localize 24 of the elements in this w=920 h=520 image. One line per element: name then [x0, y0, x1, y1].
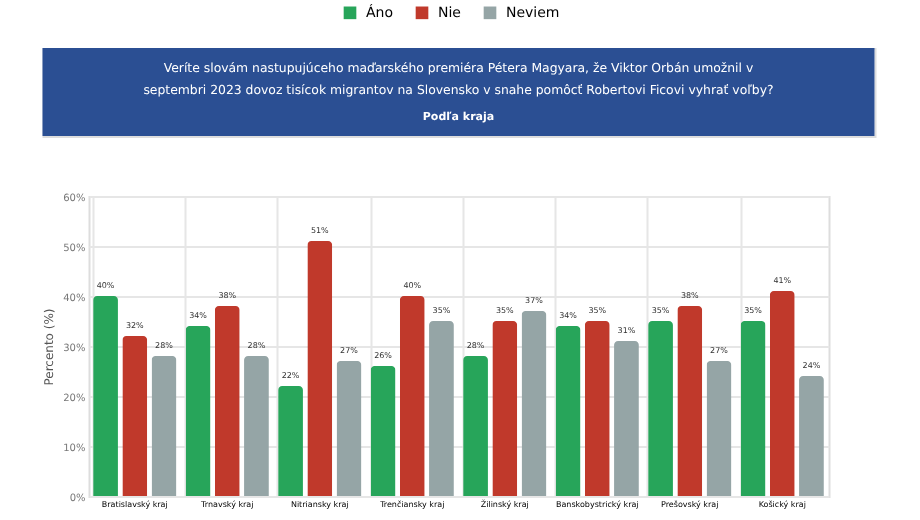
- bar: [706, 361, 732, 496]
- bar: [584, 321, 610, 496]
- bar: [769, 291, 795, 496]
- bar: [151, 356, 177, 496]
- bar: [93, 296, 118, 496]
- bar: [214, 306, 240, 496]
- bar: [429, 321, 454, 496]
- bar: [122, 336, 148, 496]
- bar: [740, 321, 766, 496]
- bar: [370, 366, 396, 496]
- bar: [799, 376, 824, 496]
- bar: [492, 321, 518, 496]
- bar: [244, 356, 269, 496]
- bar: [521, 311, 547, 496]
- bar: [278, 386, 303, 496]
- bar: [614, 341, 639, 496]
- bar: [555, 326, 581, 496]
- bar: [307, 241, 333, 496]
- bar: [336, 361, 362, 496]
- bar: [677, 306, 703, 496]
- bar: [399, 296, 425, 496]
- bar: [648, 321, 673, 496]
- bar: [185, 326, 211, 496]
- bar: [463, 356, 488, 496]
